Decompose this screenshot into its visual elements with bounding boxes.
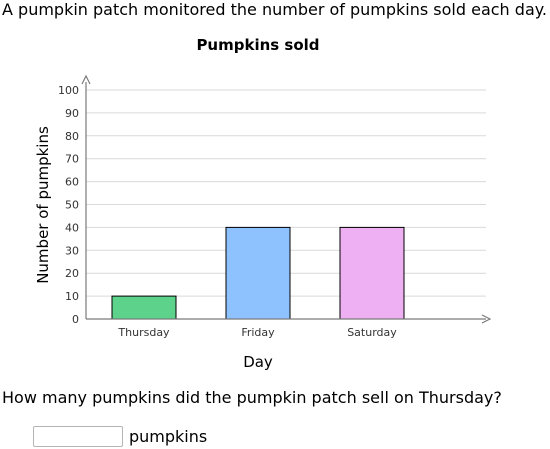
question-text: How many pumpkins did the pumpkin patch … [2,388,502,407]
bars [111,226,405,320]
intro-text: A pumpkin patch monitored the number of … [2,0,548,19]
y-tick-label: 50 [65,199,79,212]
y-tick-label: 30 [65,244,79,257]
y-tick-label: 0 [72,313,79,326]
y-tick-label: 10 [65,290,79,303]
y-tick-label: 60 [65,176,79,189]
x-axis-label: Day [243,353,273,371]
y-tick-label: 80 [65,130,79,143]
y-axis-arrow [81,74,91,85]
bar-thursday [111,295,177,320]
bar-saturday [339,226,405,320]
x-tick-label-friday: Friday [241,326,275,339]
x-tick-label-thursday: Thursday [117,326,170,339]
bar-chart: Pumpkins sold 0 10 20 30 40 50 60 70 80 90 100 Thu… [34,36,492,371]
answer-row: pumpkins [33,426,207,447]
bar-friday [225,226,291,320]
chart-title: Pumpkins sold [196,36,319,54]
answer-input[interactable] [33,426,123,447]
y-tick-label: 100 [58,84,79,97]
y-axis-label: Number of pumpkins [34,126,52,284]
y-tick-label: 20 [65,267,79,280]
y-tick-labels: 0 10 20 30 40 50 60 70 80 90 100 [58,84,79,326]
x-tick-label-saturday: Saturday [347,326,397,339]
y-tick-label: 90 [65,107,79,120]
answer-unit-label: pumpkins [129,426,208,446]
x-axis-arrow [481,314,492,324]
x-tick-labels: Thursday Friday Saturday [117,326,397,339]
y-tick-label: 40 [65,221,79,234]
y-tick-label: 70 [65,153,79,166]
